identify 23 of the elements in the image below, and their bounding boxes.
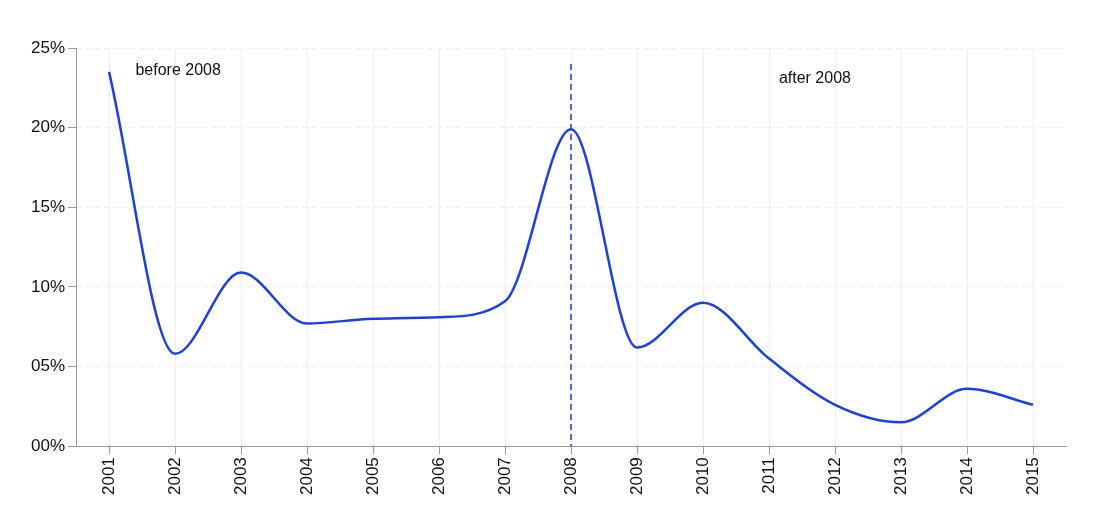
y-tick-label: 20% xyxy=(30,117,66,137)
x-tick-label: 2007 xyxy=(494,457,514,496)
annotation: after 2008 xyxy=(778,69,852,87)
x-tick-label: 2008 xyxy=(560,457,580,496)
x-tick-label: 2010 xyxy=(692,457,712,496)
annotation: before 2008 xyxy=(135,61,221,79)
x-tick-label: 2005 xyxy=(362,457,382,496)
y-tick-label: 00% xyxy=(30,435,66,455)
x-tick-label: 2009 xyxy=(626,457,646,496)
x-tick-label: 2013 xyxy=(890,457,910,496)
x-tick-label: 2002 xyxy=(164,457,184,496)
x-tick-label: 2003 xyxy=(230,457,250,496)
x-tick-label: 2004 xyxy=(296,457,316,496)
x-tick-label: 2014 xyxy=(956,457,976,496)
x-tick-label: 2001 xyxy=(98,457,118,496)
x-tick-label: 2012 xyxy=(824,457,844,496)
x-tick-label: 2015 xyxy=(1022,457,1042,496)
y-tick-label: 15% xyxy=(30,196,66,216)
x-tick-label: 2006 xyxy=(428,457,448,496)
y-tick-label: 05% xyxy=(30,356,66,376)
y-tick-label: 10% xyxy=(30,276,66,296)
x-tick-label: 2011 xyxy=(758,457,778,494)
y-tick-label: 25% xyxy=(30,37,66,57)
